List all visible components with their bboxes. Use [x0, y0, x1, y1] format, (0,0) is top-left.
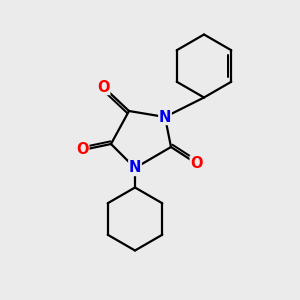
Text: O: O	[97, 80, 110, 94]
Text: O: O	[76, 142, 89, 158]
Text: O: O	[190, 156, 203, 171]
Text: N: N	[129, 160, 141, 175]
Text: N: N	[159, 110, 171, 124]
